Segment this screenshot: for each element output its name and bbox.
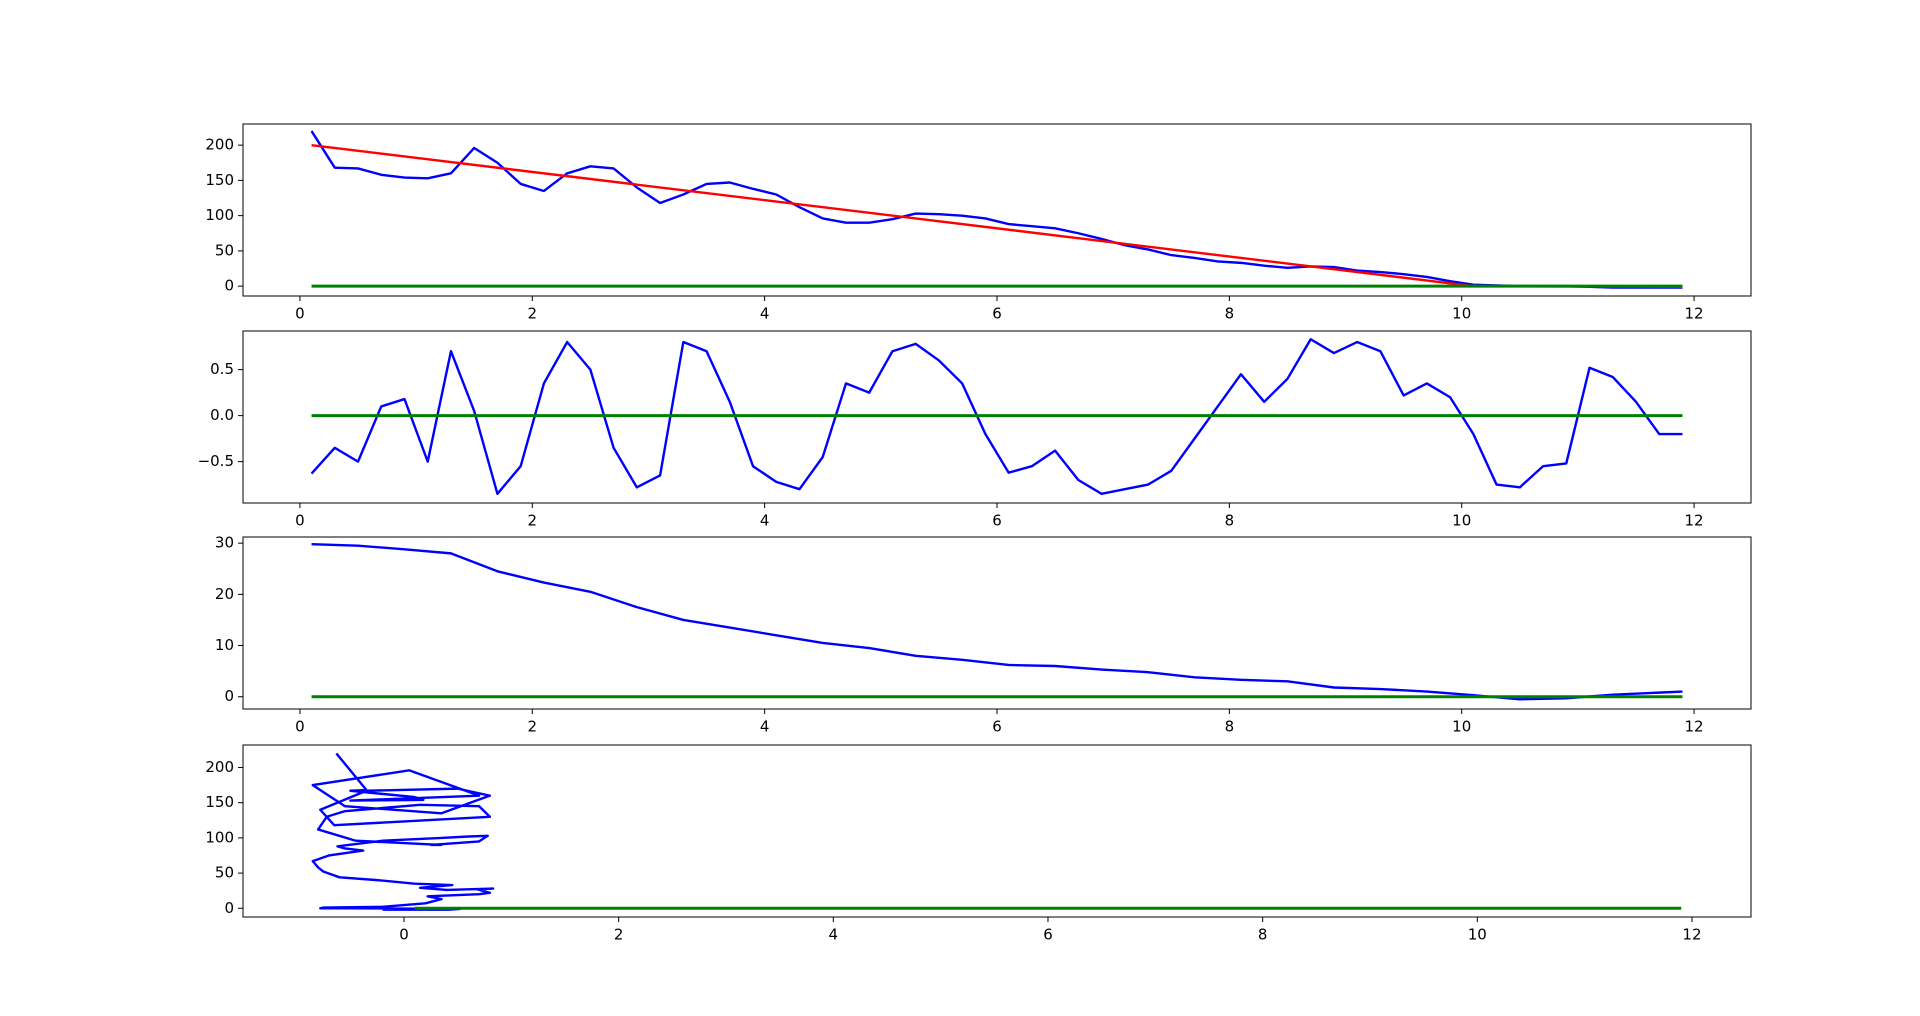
- y-tick-label: 0: [224, 687, 234, 705]
- x-tick-label: 6: [992, 305, 1002, 323]
- x-tick-label: 12: [1685, 512, 1704, 530]
- x-tick-label: 4: [760, 512, 770, 530]
- line: [311, 542, 1683, 701]
- x-tick-label: 6: [1043, 926, 1053, 944]
- x-tick-label: 8: [1225, 305, 1235, 323]
- y-tick-label: 20: [215, 585, 234, 603]
- line: [311, 752, 495, 911]
- x-tick-label: 0: [295, 718, 305, 736]
- line: [310, 130, 1683, 289]
- y-tick-label: 0.0: [210, 406, 234, 424]
- y-tick-label: 150: [205, 171, 234, 189]
- x-tick-label: 0: [399, 926, 409, 944]
- y-tick-label: 0: [224, 899, 234, 917]
- y-tick-label: 0: [224, 277, 234, 295]
- y-tick-label: 200: [205, 758, 234, 776]
- x-tick-label: 2: [614, 926, 624, 944]
- y-tick-label: 100: [205, 828, 234, 846]
- x-tick-label: 2: [528, 718, 538, 736]
- x-tick-label: 4: [760, 718, 770, 736]
- y-tick-label: −0.5: [198, 452, 234, 470]
- y-tick-label: 50: [215, 864, 234, 882]
- x-tick-label: 10: [1452, 718, 1471, 736]
- x-tick-label: 0: [295, 305, 305, 323]
- x-tick-label: 12: [1685, 718, 1704, 736]
- y-tick-label: 30: [215, 534, 234, 552]
- x-tick-label: 2: [528, 512, 538, 530]
- y-tick-label: 100: [205, 206, 234, 224]
- x-tick-label: 8: [1225, 512, 1235, 530]
- y-tick-label: 10: [215, 636, 234, 654]
- x-tick-label: 0: [295, 512, 305, 530]
- x-tick-label: 4: [760, 305, 770, 323]
- x-tick-label: 10: [1452, 305, 1471, 323]
- y-tick-label: 150: [205, 793, 234, 811]
- y-tick-label: 200: [205, 136, 234, 154]
- axes-frame: [242, 123, 1752, 297]
- line: [311, 143, 1683, 289]
- axes-frame: [242, 744, 1752, 918]
- x-tick-label: 12: [1685, 305, 1704, 323]
- x-tick-label: 8: [1258, 926, 1268, 944]
- axes-frame: [242, 536, 1752, 710]
- y-tick-label: 50: [215, 241, 234, 259]
- x-tick-label: 4: [829, 926, 839, 944]
- x-tick-label: 12: [1682, 926, 1701, 944]
- x-tick-label: 10: [1452, 512, 1471, 530]
- x-tick-label: 6: [992, 512, 1002, 530]
- x-tick-label: 2: [528, 305, 538, 323]
- line: [310, 338, 1683, 496]
- x-tick-label: 10: [1468, 926, 1487, 944]
- y-tick-label: 0.5: [210, 360, 234, 378]
- x-tick-label: 8: [1225, 718, 1235, 736]
- x-tick-label: 6: [992, 718, 1002, 736]
